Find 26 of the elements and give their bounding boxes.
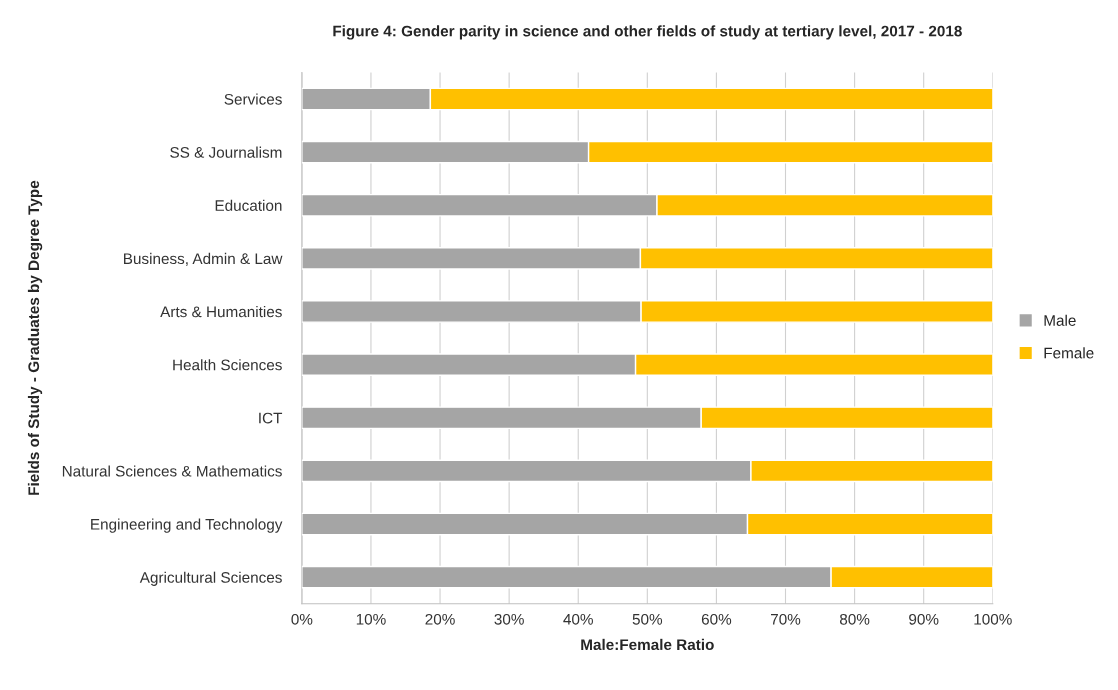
x-tick-label: 60% [701,613,732,625]
x-tick-label: 0% [291,613,313,625]
y-tick-label: Engineering and Technology [91,518,283,533]
y-tick-label: Business, Admin & Law [124,252,283,266]
legend-label: Female [1044,347,1094,359]
y-tick-label: Agricultural Sciences [139,571,282,586]
x-tick-label: 30% [494,613,524,625]
y-axis-title: Fields of Study - Graduates by Degree Type [27,180,43,495]
y-tick-label: Arts & Humanities [160,306,282,318]
x-tick-label: 50% [632,613,663,625]
y-tick-label: Natural Sciences & Mathematics [62,465,282,477]
y-tick-label: Education [215,199,282,211]
x-tick-label: 20% [425,613,455,625]
x-tick-label: 100% [974,613,1012,625]
x-tick-label: 90% [909,613,939,625]
y-tick-label: Health Sciences [173,359,282,371]
x-tick-label: 40% [563,613,593,625]
y-tick-label: ICT [259,412,283,424]
y-tick-label: Services [224,93,282,105]
y-tick-label: SS & Journalism [170,146,282,158]
x-tick-label: 10% [356,613,386,625]
x-tick-label: 80% [839,613,870,625]
x-tick-label: 70% [771,613,801,625]
legend-label: Male [1044,314,1076,326]
x-axis-title: Male:Female Ratio [581,638,714,651]
chart-title: Figure 4: Gender parity in science and other fields of study at tertiary level, 2017 - 2018 [333,25,962,40]
